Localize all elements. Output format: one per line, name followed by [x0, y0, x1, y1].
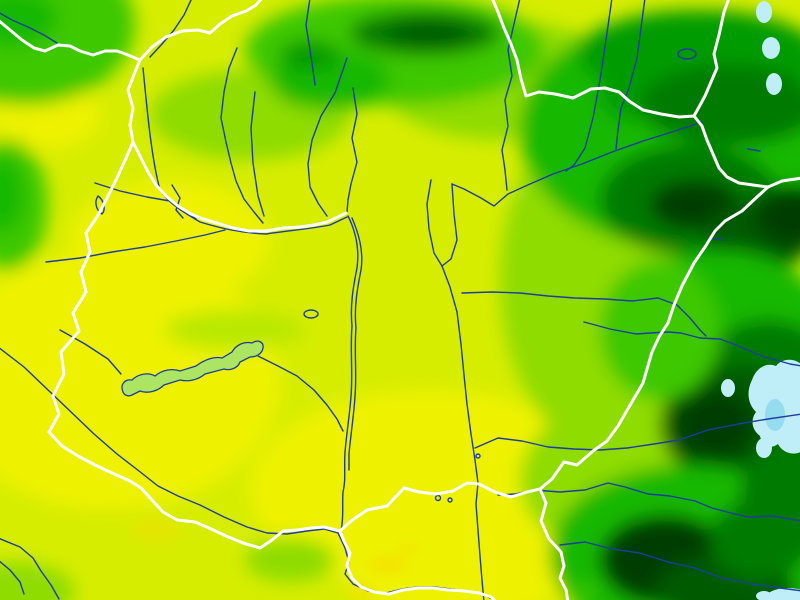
river-tisza-upper — [451, 121, 703, 207]
mountain-lake-ne-2 — [762, 37, 780, 59]
balaton-highlands — [165, 310, 305, 350]
river-tisza-main — [441, 265, 485, 600]
river-somes-west — [461, 291, 707, 337]
river-bega — [559, 541, 800, 592]
eastern-reservoir-west-lobe — [721, 379, 735, 397]
eastern-reservoir-tail — [756, 438, 772, 458]
alps-east-core — [0, 157, 24, 233]
border-slovakia-hungary-danube — [131, 140, 348, 233]
river-danube-upper — [142, 67, 348, 235]
river-vah — [220, 47, 264, 224]
apuseni-darkest — [675, 390, 755, 460]
sw-corner-hills — [0, 562, 75, 600]
river-bodrog — [441, 183, 458, 267]
tatras-darkest — [390, 21, 470, 45]
river-ipel — [346, 87, 358, 213]
se-corner-lake-lobe — [756, 591, 772, 600]
carpathians-e-core3 — [755, 185, 800, 245]
river-somes-east — [583, 321, 800, 367]
plain-green-spot — [511, 316, 543, 334]
mountain-lake-ne-3 — [766, 73, 782, 95]
fishpond-outline-2 — [447, 497, 453, 503]
border-ukraine-north — [692, 0, 730, 118]
river-danube-second-strand — [348, 217, 363, 471]
border-slovakia-ukraine — [491, 0, 696, 119]
river-nitra — [250, 91, 265, 217]
river-laborec — [615, 0, 646, 150]
river-danube-main — [340, 215, 359, 531]
border-croatia-serbia — [338, 529, 497, 600]
lakes-layer — [121, 1, 800, 600]
lake-velence-outline — [303, 309, 319, 319]
river-kupa — [0, 560, 25, 595]
south-green-dot — [569, 585, 597, 599]
river-hron — [307, 57, 348, 217]
river-thaya — [0, 12, 58, 44]
river-small-tributary — [171, 184, 184, 219]
river-hernad — [501, 0, 521, 191]
mountain-lake-ne-1 — [756, 1, 772, 23]
border-hungary-romania — [538, 185, 770, 491]
border-austria-hungary — [47, 140, 135, 434]
fishpond-outline-1 — [434, 494, 442, 502]
mountains-e-edge — [740, 440, 800, 560]
border-hungary-croatia — [47, 430, 342, 550]
mecsek-hills — [245, 538, 335, 582]
warm-spot-2 — [346, 585, 378, 599]
river-koros — [474, 413, 800, 451]
river-mures — [497, 482, 800, 522]
border-ukraine-romania — [692, 114, 770, 189]
fishpond-outline-3 — [475, 453, 481, 459]
warm-spot-3 — [396, 542, 420, 554]
warm-spot-1 — [368, 555, 408, 575]
river-upper-hron-feeder — [305, 0, 316, 86]
river-sava — [0, 538, 60, 600]
lowland-yellow-south — [340, 500, 580, 600]
lowland-yellow-nw — [70, 180, 270, 300]
river-slana — [565, 0, 613, 172]
mountain-lake-dash — [711, 237, 723, 241]
eastern-reservoir-shade — [765, 399, 785, 431]
se-corner-lake — [764, 588, 800, 600]
warm-spot-4 — [130, 518, 180, 542]
mountain-lake-dash-2 — [747, 148, 761, 152]
carpathians-ne-dark — [640, 65, 800, 145]
river-tisza-meander-west — [426, 179, 443, 267]
warm-spots-layer — [130, 518, 420, 599]
lake-balaton — [121, 340, 264, 397]
small-mountain-lake-outline — [677, 48, 697, 60]
apuseni-west-slope — [600, 260, 720, 400]
lake-ferto-outline — [95, 195, 105, 215]
border-austria-hungary-north — [126, 58, 142, 144]
river-morava — [149, 0, 192, 58]
border-ukraine-romania-east — [766, 176, 800, 189]
tatras-west-core — [280, 40, 340, 70]
river-mura-drava — [0, 347, 339, 535]
river-sio — [257, 355, 344, 432]
border-danube-west — [0, 19, 142, 62]
border-serbia-romania — [538, 487, 570, 600]
border-hungary-serbia — [338, 481, 542, 533]
border-czech-slovak — [138, 0, 263, 62]
river-raba — [45, 229, 226, 263]
